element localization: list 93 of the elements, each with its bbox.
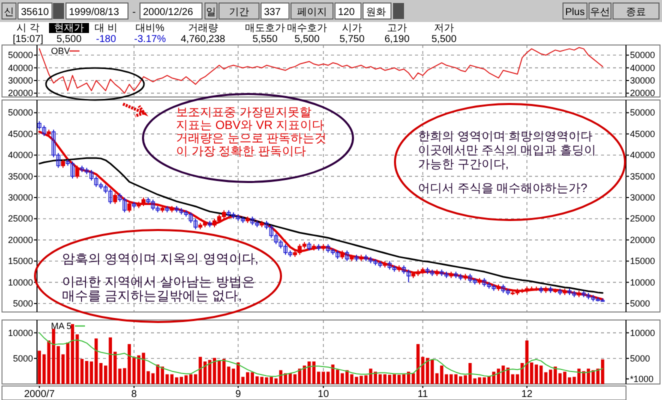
annotation: 보조지표중 가장믿지못할 <box>176 105 312 119</box>
text: 신 <box>4 7 14 18</box>
text: 현재가 <box>54 23 84 34</box>
annotation: 이러한 지역에서 살아남는 방법은 <box>62 274 255 289</box>
y2-tick-label: 20000 <box>630 88 656 98</box>
x-tick-label: 8 <box>131 389 138 400</box>
text: 고가 <box>387 23 407 34</box>
x-tick-label: 2000/7 <box>24 389 56 400</box>
y-tick-label: 30000 <box>8 192 33 203</box>
x-tick-label: 10 <box>318 389 330 400</box>
annotation: 5,500 <box>56 34 82 45</box>
y2-tick-label: 40000 <box>630 150 656 160</box>
y2-tick-label: 5000 <box>630 353 650 364</box>
y-tick-label: 20000 <box>8 234 33 245</box>
y-tick-label: 35000 <box>8 171 33 182</box>
candlestick <box>70 160 75 179</box>
y2-tick-label: 10000 <box>630 277 656 288</box>
text: Plus <box>565 7 585 18</box>
candlestick <box>283 244 288 256</box>
annotation: -180 <box>96 34 116 45</box>
annotation: 6,190 <box>384 34 410 45</box>
text: 기간 <box>229 7 249 18</box>
text: 337 <box>264 7 282 18</box>
annotation: 4,760,238 <box>180 34 226 45</box>
text: 저가 <box>434 23 454 34</box>
y-tick-label: 15000 <box>8 256 33 266</box>
y2-tick-label: 50000 <box>630 108 656 118</box>
annotation: 5,750 <box>339 34 365 45</box>
y2-tick-label: 40000 <box>630 62 656 73</box>
x-tick-label: 11 <box>418 389 428 400</box>
text: 일 <box>206 7 216 18</box>
y2-tick-label: 45000 <box>630 128 656 139</box>
y2-tick-label: 10000 <box>630 328 656 338</box>
annotation: -3.17% <box>134 34 166 45</box>
text: 시가 <box>342 23 362 34</box>
annotation: 이곳에서만 주식의 매입과 홀딩이 <box>418 143 596 157</box>
y-tick-label: 40000 <box>8 62 33 73</box>
text: 원화 <box>366 7 386 18</box>
y-tick-label: 50000 <box>8 50 33 60</box>
candlestick <box>75 165 80 179</box>
y-tick-label: 40000 <box>8 150 33 160</box>
annotation: 5,500 <box>294 34 320 45</box>
y-tick-label: 50000 <box>8 108 33 118</box>
y-tick-label: 25000 <box>8 214 33 224</box>
y-tick-label: 5000 <box>12 353 33 364</box>
text: - <box>132 7 136 18</box>
line-series <box>38 332 604 377</box>
y2-tick-label: 5000 <box>630 298 650 309</box>
y-tick-label: 45000 <box>8 128 33 139</box>
x-tick-label: 12 <box>521 389 533 400</box>
text: 매도호가 <box>245 23 285 34</box>
text: 대비% <box>136 23 165 34</box>
text: 120 <box>338 7 356 18</box>
annotation: 어디서 주식을 매수해야하는가? <box>418 181 588 195</box>
candlestick <box>345 250 350 262</box>
candlestick <box>113 192 118 204</box>
y2-tick-label: 20000 <box>630 234 656 245</box>
y-tick-label: 5000 <box>12 298 33 309</box>
text: 우선 <box>590 7 610 18</box>
y2-tick-label: 35000 <box>630 171 656 182</box>
text: 종료 <box>626 7 646 18</box>
text: 35610 <box>21 7 50 18</box>
annotation: 5,500 <box>431 34 457 45</box>
annotation: [15:07] <box>12 34 44 45</box>
annotation: 이 가장 정확한 판독이다 <box>176 144 306 158</box>
y2-tick-label: 15000 <box>630 256 656 266</box>
y-tick-label: 20000 <box>8 88 33 98</box>
text: 시 각 <box>16 23 40 34</box>
annotation: 거래량은 눈으로 판독하는것 <box>176 131 327 145</box>
text: 페이지 <box>297 7 327 18</box>
annotation: 매수를 금지하는길밖에는 없다, <box>62 288 242 303</box>
candlestick <box>127 201 132 213</box>
y2-tick-label: *1000 <box>630 374 654 384</box>
text: 대 비 <box>94 23 118 34</box>
text: 매수호가 <box>287 23 327 34</box>
y2-tick-label: 30000 <box>630 76 656 86</box>
text: 2000/12/26 <box>143 7 194 18</box>
legend-label: OBV <box>51 46 70 56</box>
y2-tick-label: 25000 <box>630 214 656 224</box>
annotation: 지표는 OBV와 VR 지표이다 <box>176 118 324 132</box>
y2-tick-label: 30000 <box>630 192 656 203</box>
annotation: 한희의 영역이며 희망의영역이다 <box>418 129 593 143</box>
y-tick-label: 30000 <box>8 76 33 86</box>
annotation: 암흑의 영역이며 지옥의 영역이다, <box>62 251 258 266</box>
annotation: 가능한 구간이다, <box>418 157 509 171</box>
text: 거래량 <box>188 23 218 34</box>
annotation: 5,550 <box>252 34 278 45</box>
x-tick-label: 9 <box>235 389 242 400</box>
y-tick-label: 10000 <box>8 328 33 338</box>
y2-tick-label: 50000 <box>630 50 656 60</box>
line-series <box>38 47 604 94</box>
text: 1999/08/13 <box>69 7 120 18</box>
y-tick-label: 10000 <box>8 277 33 288</box>
